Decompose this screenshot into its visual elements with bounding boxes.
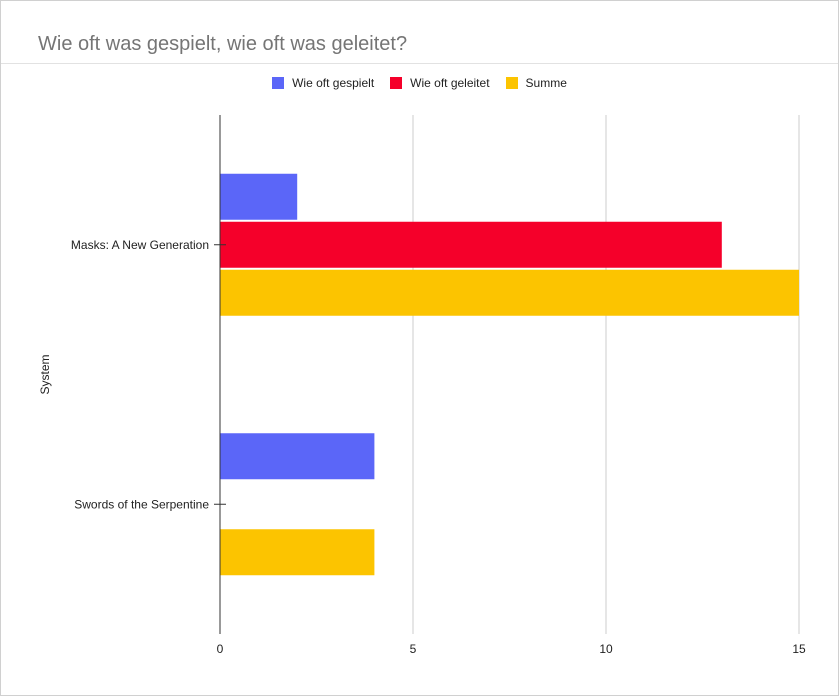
legend-item-summe[interactable]: Summe bbox=[505, 76, 567, 90]
header-divider bbox=[1, 63, 838, 64]
chart-title: Wie oft was gespielt, wie oft was geleit… bbox=[38, 33, 408, 55]
category-label-masks-a-new-generation: Masks: A New Generation bbox=[71, 238, 209, 252]
bar-masks-a-new-generation-summe bbox=[220, 269, 799, 316]
legend-label-geleitet: Wie oft geleitet bbox=[410, 76, 490, 90]
y-axis-title: System bbox=[38, 354, 52, 394]
legend-swatch-gespielt bbox=[272, 77, 285, 89]
legend-item-geleitet[interactable]: Wie oft geleitet bbox=[390, 76, 490, 90]
bars bbox=[220, 173, 799, 576]
x-tick-label-5: 5 bbox=[410, 642, 417, 656]
legend-swatch-summe bbox=[505, 77, 518, 89]
chart-legend: Wie oft gespielt Wie oft geleitet Summe bbox=[0, 76, 839, 90]
bar-swords-of-the-serpentine-wie-oft-gespielt bbox=[220, 433, 375, 480]
x-tick-labels: 0 5 10 15 bbox=[217, 642, 806, 656]
category-label-swords-of-the-serpentine: Swords of the Serpentine bbox=[74, 497, 209, 511]
x-tick-label-15: 15 bbox=[792, 642, 806, 656]
bar-masks-a-new-generation-wie-oft-gespielt bbox=[220, 173, 298, 220]
legend-label-gespielt: Wie oft gespielt bbox=[292, 76, 375, 90]
x-tick-label-0: 0 bbox=[217, 642, 224, 656]
category-labels: Masks: A New Generation Swords of the Ser… bbox=[71, 238, 226, 511]
bar-swords-of-the-serpentine-summe bbox=[220, 529, 375, 576]
legend-item-gespielt[interactable]: Wie oft gespielt bbox=[272, 76, 374, 90]
x-tick-label-10: 10 bbox=[599, 642, 613, 656]
grid-lines bbox=[412, 115, 800, 634]
bar-masks-a-new-generation-wie-oft-geleitet bbox=[220, 221, 722, 268]
legend-swatch-geleitet bbox=[390, 77, 403, 89]
legend-label-summe: Summe bbox=[525, 76, 567, 90]
